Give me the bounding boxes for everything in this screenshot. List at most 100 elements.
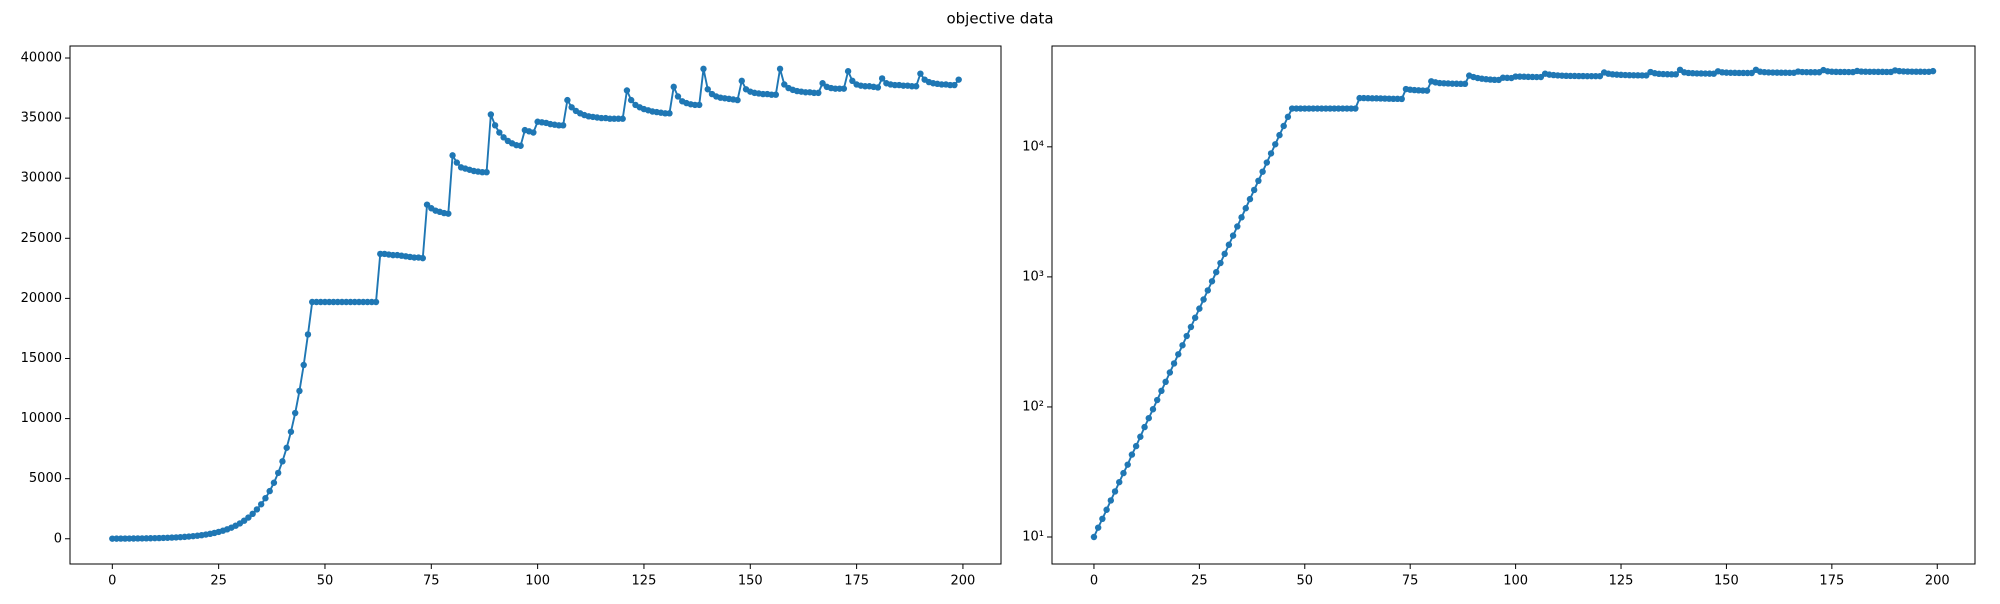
point (449, 152, 456, 159)
y-tick-label: 10¹ (1022, 529, 1044, 544)
point (1229, 232, 1237, 239)
point (249, 510, 256, 518)
x-tick-label: 100 (1503, 574, 1528, 589)
point (270, 479, 278, 486)
point (1461, 80, 1469, 88)
point (776, 65, 784, 73)
point (279, 458, 286, 465)
point (955, 76, 962, 83)
x-tick-label: 200 (951, 574, 976, 589)
point (1255, 177, 1262, 185)
point (844, 68, 852, 75)
x-tick-label: 100 (525, 574, 550, 589)
point (878, 75, 886, 82)
figure-title: objective data (946, 10, 1053, 28)
point (419, 254, 426, 262)
axes: 0 25 50 75 100 125 150 175 200 10¹ 10² 10³ 10⁴ (1022, 45, 1976, 589)
point (287, 428, 295, 435)
x-tick-label: 175 (1819, 574, 1844, 589)
x-tick-label: 75 (1402, 574, 1419, 589)
point (1284, 113, 1292, 121)
point (1141, 423, 1148, 431)
point (874, 84, 882, 91)
point (483, 168, 490, 176)
point (517, 142, 524, 149)
y-tick-label: 30000 (21, 171, 62, 186)
point (1259, 168, 1266, 175)
point (1107, 497, 1115, 504)
x-tick-label: 25 (210, 574, 227, 589)
x-tick-label: 125 (632, 574, 657, 589)
point (1183, 332, 1190, 340)
point (564, 96, 571, 104)
point (619, 115, 626, 122)
point (1234, 223, 1241, 230)
point (1128, 451, 1136, 458)
y-tick-label: 5000 (29, 471, 62, 486)
point (500, 134, 507, 141)
x-tick-label: 0 (108, 574, 116, 589)
point (781, 81, 788, 88)
point (951, 81, 958, 89)
y-tick-label: 40000 (21, 51, 62, 66)
point (840, 85, 848, 92)
point (1246, 195, 1254, 203)
x-tick-label: 75 (423, 574, 440, 589)
point (1196, 305, 1203, 312)
point (530, 129, 537, 136)
point (1162, 378, 1169, 386)
point (496, 129, 503, 136)
point (1120, 469, 1127, 477)
point (266, 487, 273, 495)
point (670, 83, 677, 91)
point (674, 93, 682, 100)
point (1158, 387, 1165, 395)
x-tick-label: 50 (1297, 574, 1314, 589)
x-tick-label: 50 (317, 574, 334, 589)
point (453, 159, 461, 166)
point (1208, 278, 1216, 285)
point (1280, 122, 1287, 130)
point (1145, 414, 1152, 422)
point (1263, 159, 1271, 166)
point (1116, 478, 1123, 486)
point (734, 96, 741, 104)
point (912, 83, 920, 90)
point (1213, 268, 1220, 276)
point (1137, 433, 1144, 440)
axes-frame (69, 45, 1002, 565)
point (1672, 71, 1680, 78)
point (423, 201, 431, 208)
point (1276, 131, 1283, 139)
point (568, 104, 575, 111)
point (1238, 214, 1245, 221)
x-tick-label: 0 (1090, 574, 1098, 589)
y-tick-label: 15000 (21, 351, 62, 366)
y-tick-label: 25000 (21, 231, 62, 246)
point (623, 87, 631, 94)
point (819, 80, 826, 87)
point (445, 210, 452, 217)
point (1352, 105, 1359, 112)
point (487, 111, 495, 118)
y-tick-label: 20000 (21, 291, 62, 306)
point (1090, 533, 1098, 541)
point (245, 514, 252, 521)
y-tick-label: 10³ (1022, 269, 1044, 284)
point (704, 86, 711, 93)
point (1170, 360, 1178, 367)
point (1103, 506, 1110, 513)
point (1191, 314, 1199, 321)
x-tick-label: 125 (1609, 574, 1634, 589)
point (1423, 87, 1431, 94)
y-tick-label: 0 (54, 531, 62, 546)
point (1094, 524, 1102, 531)
point (559, 122, 567, 129)
point (1204, 287, 1212, 294)
point (300, 361, 307, 369)
point (1111, 488, 1119, 495)
axes: 0 25 50 75 100 125 150 175 200 0 5000 10000 15000 200… (21, 45, 1002, 589)
point (296, 387, 303, 395)
